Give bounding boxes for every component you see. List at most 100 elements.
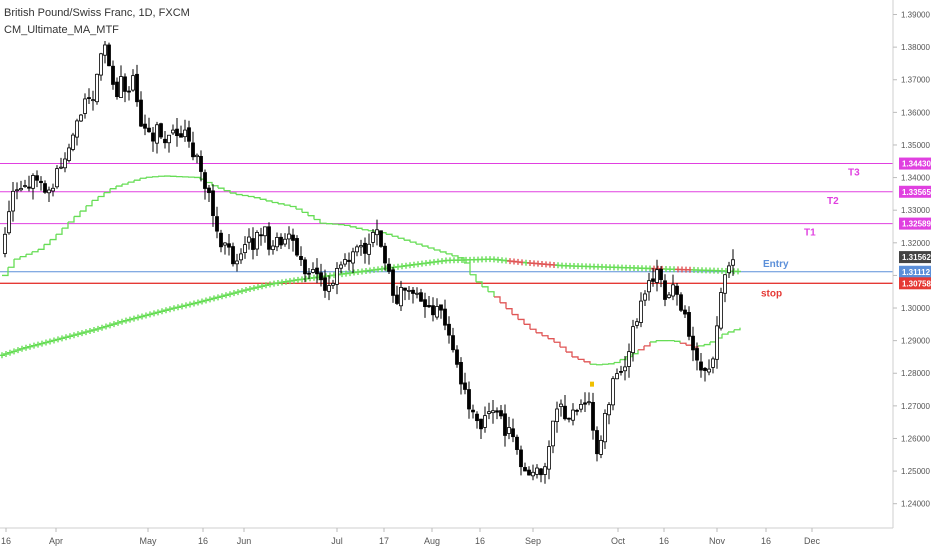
candle: [531, 464, 535, 481]
x-axis[interactable]: 16 Apr May 16 Jun Jul 17 Aug 16 Sep Oct 16 Nov 16 Dec: [0, 527, 893, 546]
candle: [403, 287, 407, 301]
candle-body: [51, 187, 55, 192]
ma-fast-segment: [110, 186, 117, 190]
candle: [55, 165, 59, 189]
candle: [19, 180, 23, 192]
candle-body: [659, 268, 663, 280]
ma-fast-segment: [44, 239, 51, 246]
candle: [351, 247, 355, 274]
candle-body: [635, 321, 639, 326]
ma-fast-segment: [434, 249, 441, 252]
candle: [515, 434, 519, 455]
candle: [535, 464, 539, 479]
candle: [7, 200, 11, 235]
ma-fast-segment: [500, 302, 507, 309]
candle: [127, 86, 131, 101]
candle: [83, 93, 87, 119]
candle-body: [143, 123, 147, 129]
ma-slow-marker: [71, 332, 77, 339]
candle: [307, 268, 311, 280]
candle: [103, 41, 107, 64]
indicator-name[interactable]: CM_Ultimate_MA_MTF: [4, 24, 119, 36]
candle-body: [475, 413, 479, 422]
candle-body: [411, 289, 415, 294]
ma-slow-marker: [255, 284, 261, 291]
ma-fast-segment: [518, 318, 525, 325]
candle: [635, 318, 639, 329]
candle: [651, 268, 655, 287]
candle-body: [67, 147, 71, 161]
x-tick-label: 16: [1, 536, 11, 546]
candle-body: [19, 188, 23, 191]
candle: [343, 253, 347, 267]
ma-fast-segment: [14, 256, 21, 260]
candle: [551, 420, 555, 454]
y-axis[interactable]: 1.39000 1.38000 1.37000 1.36000 1.35000 1.340…: [892, 0, 930, 528]
x-tick-label: 17: [379, 536, 389, 546]
candle-body: [87, 97, 91, 99]
candle-body: [367, 243, 371, 255]
candle: [11, 182, 15, 222]
candle-body: [427, 305, 431, 308]
candle: [371, 228, 375, 248]
ma-fast-segment: [230, 192, 237, 195]
price-tags: 1.34430 1.33565 1.32589 1.31112 1.30758 1.315…: [899, 157, 931, 290]
ma-slow-marker: [39, 340, 45, 347]
candle-body: [243, 244, 247, 254]
candle: [423, 292, 427, 318]
candle-body: [203, 172, 207, 189]
ma-fast-segment: [62, 222, 69, 229]
candle-body: [91, 99, 95, 102]
ma-fast-segment: [722, 331, 729, 335]
candle-body: [651, 278, 655, 282]
ma-fast-segment: [68, 216, 75, 223]
candle: [571, 403, 575, 426]
ma-slow-marker: [99, 324, 105, 331]
x-tick-label: Oct: [611, 536, 626, 546]
candle: [543, 462, 547, 484]
ma-fast-segment: [314, 218, 321, 224]
candle-body: [547, 446, 551, 470]
candle: [519, 445, 523, 476]
y-tick-label: 1.35000: [901, 141, 930, 150]
ma-fast-segment: [578, 358, 585, 362]
candle-body: [31, 175, 35, 189]
candle: [243, 236, 247, 259]
ma-fast-segment: [614, 359, 621, 364]
candle-body: [683, 309, 687, 315]
ma-fast-segment: [416, 243, 423, 247]
ma-slow-marker: [123, 317, 129, 324]
candle-body: [523, 467, 527, 472]
ma-fast-segment: [350, 226, 357, 229]
y-tick-label: 1.26000: [901, 434, 930, 443]
ma-fast-segment: [20, 254, 27, 258]
ma-fast-segment: [290, 205, 297, 210]
ma-slow-marker: [15, 347, 21, 354]
candle: [219, 229, 223, 253]
candle-body: [283, 238, 287, 245]
candle: [355, 244, 359, 257]
candle: [523, 462, 527, 472]
ma-fast-segment: [248, 195, 255, 198]
candle: [67, 143, 71, 163]
ma-fast-segment: [566, 351, 573, 357]
candle-body: [43, 183, 47, 193]
candle-body: [671, 284, 675, 297]
candle-body: [159, 123, 163, 138]
candle-body: [303, 259, 307, 275]
candle: [23, 179, 27, 188]
price-tag-value: 1.32589: [902, 220, 931, 229]
candle: [455, 345, 459, 368]
candle-body: [239, 253, 243, 261]
candle: [155, 121, 159, 154]
price-tag-current: 1.31562: [899, 251, 931, 264]
ma-slow-marker: [159, 308, 165, 315]
ma-fast-segment: [260, 198, 267, 201]
candle: [471, 404, 475, 419]
y-tick-label: 1.27000: [901, 402, 930, 411]
candle-body: [279, 236, 283, 246]
ma-slow-marker: [167, 306, 173, 313]
candle-body: [439, 304, 443, 311]
candle: [655, 259, 659, 292]
